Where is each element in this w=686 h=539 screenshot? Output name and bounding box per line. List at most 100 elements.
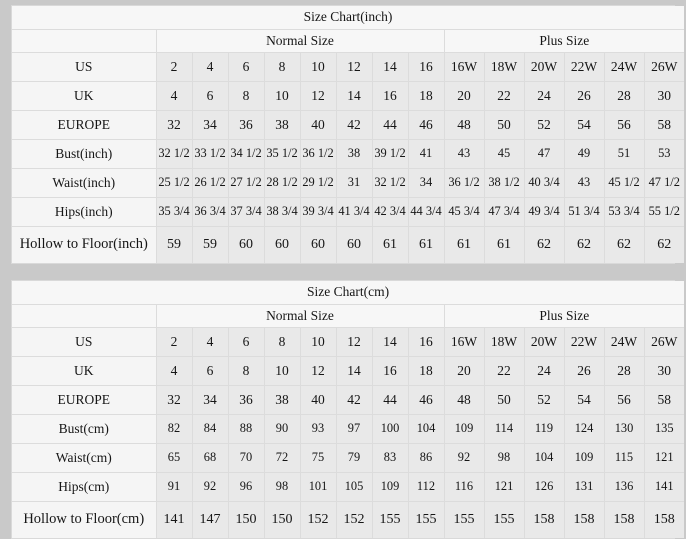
- table-cell: 12: [299, 81, 337, 111]
- table-cell: 98: [263, 472, 301, 502]
- table-cell: 16: [371, 356, 409, 386]
- row-label: UK: [12, 356, 157, 386]
- size-chart-inch: Size Chart(inch) Normal Size Plus Size US 2 4…: [11, 5, 685, 264]
- table-cell: 83: [371, 443, 409, 473]
- table-cell: 44: [371, 110, 409, 140]
- row-label: Hollow to Floor(inch): [12, 226, 157, 263]
- table-body: Size Chart(inch) Normal Size Plus Size US 2 4…: [12, 6, 685, 263]
- table-cell: 34: [407, 168, 445, 198]
- table-row: Waist(cm) 65 68 70 72 75 79 83 86 92 98 104 109 115 12…: [12, 443, 685, 473]
- table-cell: 150: [263, 501, 301, 538]
- table-cell: 79: [335, 443, 373, 473]
- row-label: Bust(inch): [12, 139, 157, 169]
- table-cell: 104: [407, 414, 445, 444]
- table-row: Hips(cm) 91 92 96 98 101 105 109 112 116 121 126 131…: [12, 472, 685, 502]
- table-cell: 49 3/4: [523, 197, 565, 227]
- table-row: Waist(inch) 25 1/2 26 1/2 27 1/2 28 1/2 29 1/…: [12, 168, 685, 198]
- table-cell: 45 3/4: [443, 197, 485, 227]
- table-row: Bust(cm) 82 84 88 90 93 97 100 104 109 114 119 124 13…: [12, 414, 685, 444]
- table-cell: 18W: [483, 52, 525, 82]
- table-cell: 28: [603, 81, 645, 111]
- table-cell: 37 3/4: [227, 197, 265, 227]
- group-header-spacer: [12, 304, 157, 328]
- table-cell: 32 1/2: [155, 139, 193, 169]
- table-cell: 26: [563, 81, 605, 111]
- table-cell: 36 3/4: [191, 197, 229, 227]
- table-cell: 61: [407, 226, 445, 263]
- table-cell: 47 3/4: [483, 197, 525, 227]
- table-cell: 10: [263, 356, 301, 386]
- table-cell: 16: [407, 52, 445, 82]
- table-cell: 8: [263, 327, 301, 357]
- table-cell: 61: [483, 226, 525, 263]
- table-cell: 6: [191, 81, 229, 111]
- table-cell: 24W: [603, 327, 645, 357]
- table-cell: 101: [299, 472, 337, 502]
- size-table-cm: Size Chart(cm) Normal Size Plus Size US 2 4 6 8…: [12, 281, 685, 538]
- table-cell: 56: [603, 385, 645, 415]
- table-cell: 36: [227, 110, 265, 140]
- table-cell: 49: [563, 139, 605, 169]
- table-cell: 10: [299, 327, 337, 357]
- table-cell: 84: [191, 414, 229, 444]
- table-cell: 58: [643, 385, 685, 415]
- table-cell: 33 1/2: [191, 139, 229, 169]
- chart-title: Size Chart(inch): [12, 6, 685, 30]
- table-cell: 121: [643, 443, 685, 473]
- table-cell: 32: [155, 385, 193, 415]
- table-cell: 14: [335, 81, 373, 111]
- table-cell: 42 3/4: [371, 197, 409, 227]
- table-cell: 10: [299, 52, 337, 82]
- table-cell: 40 3/4: [523, 168, 565, 198]
- table-row: UK 4 6 8 10 12 14 16 18 20 22 24 26 28 30: [12, 81, 685, 111]
- table-cell: 104: [523, 443, 565, 473]
- table-cell: 93: [299, 414, 337, 444]
- table-cell: 158: [523, 501, 565, 538]
- table-cell: 24: [523, 356, 565, 386]
- table-cell: 90: [263, 414, 301, 444]
- table-row: Hollow to Floor(cm) 141 147 150 150 152 152 155…: [12, 501, 685, 538]
- table-cell: 62: [563, 226, 605, 263]
- table-cell: 40: [299, 385, 337, 415]
- table-cell: 31: [335, 168, 373, 198]
- table-cell: 55 1/2: [643, 197, 685, 227]
- table-cell: 109: [563, 443, 605, 473]
- table-cell: 119: [523, 414, 565, 444]
- table-cell: 97: [335, 414, 373, 444]
- table-cell: 53 3/4: [603, 197, 645, 227]
- table-cell: 82: [155, 414, 193, 444]
- table-cell: 2: [155, 52, 193, 82]
- table-cell: 25 1/2: [155, 168, 193, 198]
- table-cell: 4: [155, 356, 193, 386]
- table-cell: 109: [443, 414, 485, 444]
- row-label: EUROPE: [12, 385, 157, 415]
- chart-title: Size Chart(cm): [12, 281, 685, 305]
- table-cell: 158: [643, 501, 685, 538]
- table-cell: 112: [407, 472, 445, 502]
- table-cell: 124: [563, 414, 605, 444]
- table-row: Bust(inch) 32 1/2 33 1/2 34 1/2 35 1/2 36 1/2…: [12, 139, 685, 169]
- table-cell: 16: [371, 81, 409, 111]
- table-cell: 42: [335, 385, 373, 415]
- table-row: UK 4 6 8 10 12 14 16 18 20 22 24 26 28 30: [12, 356, 685, 386]
- table-cell: 16W: [443, 52, 485, 82]
- table-cell: 60: [227, 226, 265, 263]
- row-label: Hips(inch): [12, 197, 157, 227]
- table-cell: 62: [523, 226, 565, 263]
- table-cell: 28 1/2: [263, 168, 301, 198]
- table-cell: 41: [407, 139, 445, 169]
- row-label: Hips(cm): [12, 472, 157, 502]
- table-cell: 60: [299, 226, 337, 263]
- table-cell: 114: [483, 414, 525, 444]
- table-row: Hips(inch) 35 3/4 36 3/4 37 3/4 38 3/4 39 3/4…: [12, 197, 685, 227]
- table-cell: 109: [371, 472, 409, 502]
- table-cell: 18: [407, 81, 445, 111]
- group-header-plus-size: Plus Size: [443, 304, 685, 328]
- table-cell: 61: [443, 226, 485, 263]
- table-cell: 38: [263, 385, 301, 415]
- table-cell: 14: [335, 356, 373, 386]
- group-header-normal-size: Normal Size: [155, 29, 445, 53]
- table-cell: 98: [483, 443, 525, 473]
- group-header-spacer: [12, 29, 157, 53]
